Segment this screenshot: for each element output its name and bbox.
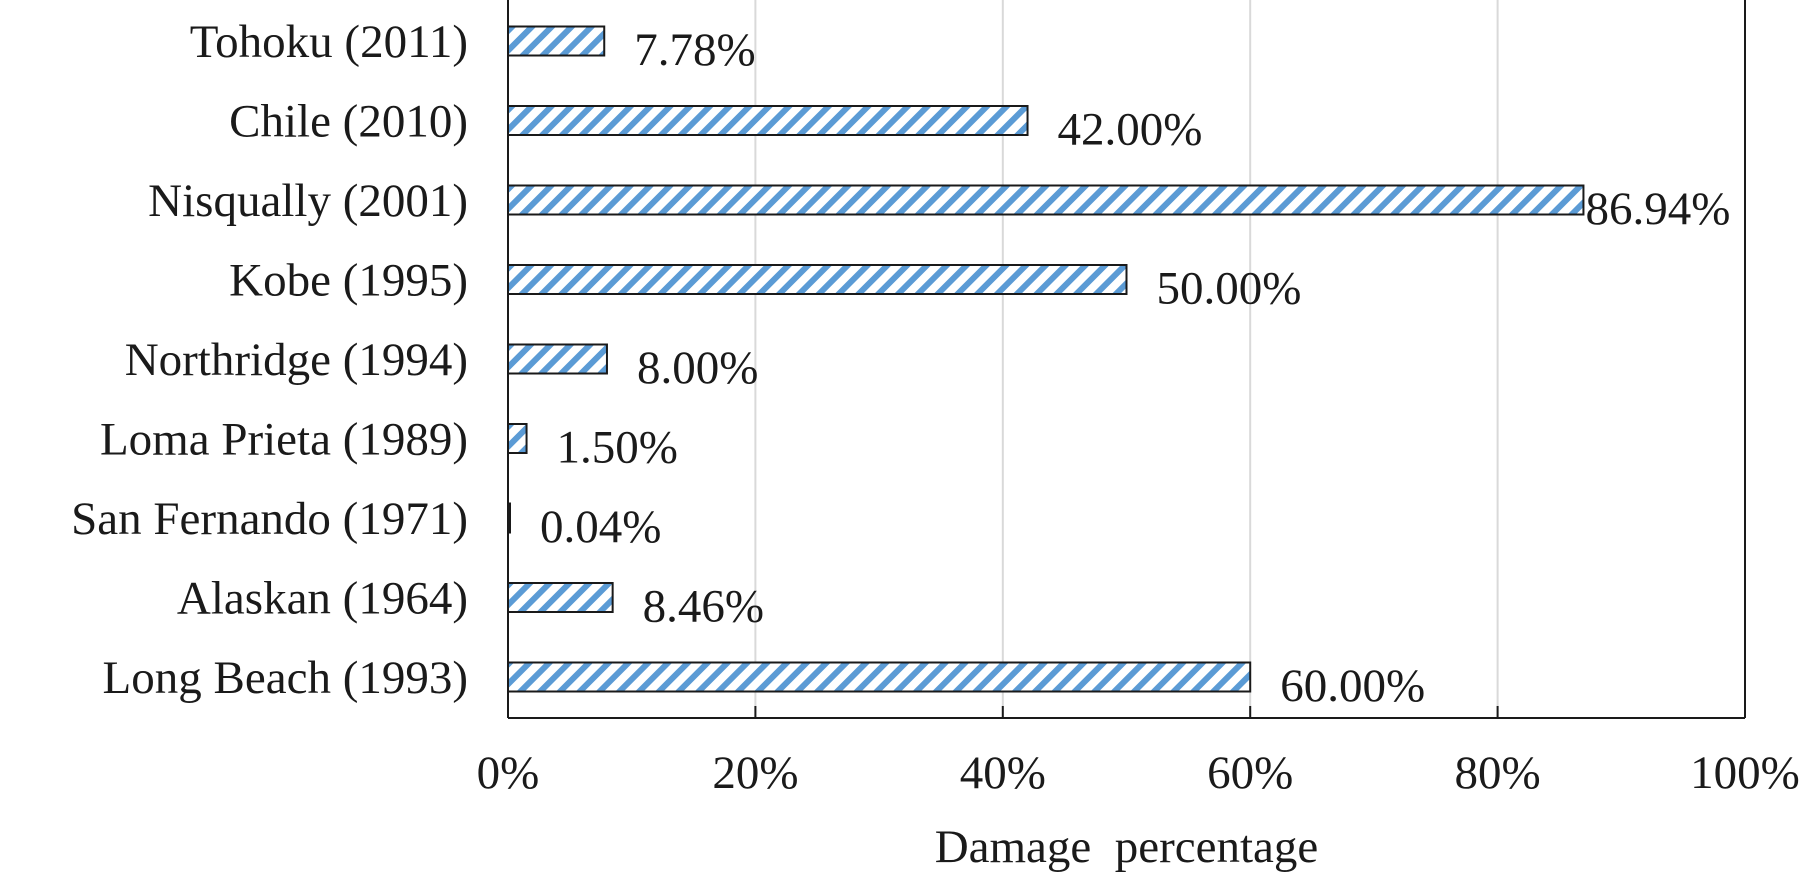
labels: 0% 20% 40% 60% 80% 100% Tohoku (2011) 7.78% Chil… — [71, 16, 1800, 799]
bar — [507, 264, 1128, 295]
data-label: 42.00% — [1058, 104, 1203, 156]
data-label: 50.00% — [1157, 263, 1302, 315]
x-tick-label: 40% — [960, 747, 1046, 799]
bar — [507, 105, 1029, 136]
x-axis-title: Damage percentage — [935, 821, 1319, 872]
axes — [507, 0, 1746, 719]
data-label: 0.04% — [540, 501, 661, 553]
data-label: 8.00% — [637, 342, 758, 394]
x-tick-label: 0% — [477, 747, 540, 799]
category-label: Kobe (1995) — [229, 255, 468, 307]
bar — [507, 343, 608, 375]
category-label: Tohoku (2011) — [190, 16, 468, 68]
data-label: 60.00% — [1280, 660, 1425, 712]
category-label: Northridge (1994) — [125, 334, 468, 386]
category-label: San Fernando (1971) — [71, 493, 468, 545]
data-label: 7.78% — [634, 24, 755, 76]
data-label: 1.50% — [557, 422, 678, 474]
bar — [507, 582, 614, 613]
x-tick-label: 80% — [1455, 747, 1541, 799]
data-label: 8.46% — [643, 581, 764, 633]
bar — [507, 423, 528, 454]
x-tick-label: 100% — [1690, 747, 1800, 799]
x-tick-label: 60% — [1207, 747, 1293, 799]
bars — [507, 25, 1585, 693]
category-label: Long Beach (1993) — [103, 652, 468, 704]
category-label: Loma Prieta (1989) — [100, 414, 468, 466]
category-label: Chile (2010) — [229, 96, 468, 148]
category-label: Alaskan (1964) — [177, 573, 468, 625]
category-label: Nisqually (2001) — [148, 175, 468, 227]
data-label: 86.94% — [1585, 183, 1730, 235]
bar — [507, 661, 1252, 693]
bar — [507, 184, 1585, 216]
bar — [507, 25, 606, 57]
x-tick-label: 20% — [712, 747, 798, 799]
